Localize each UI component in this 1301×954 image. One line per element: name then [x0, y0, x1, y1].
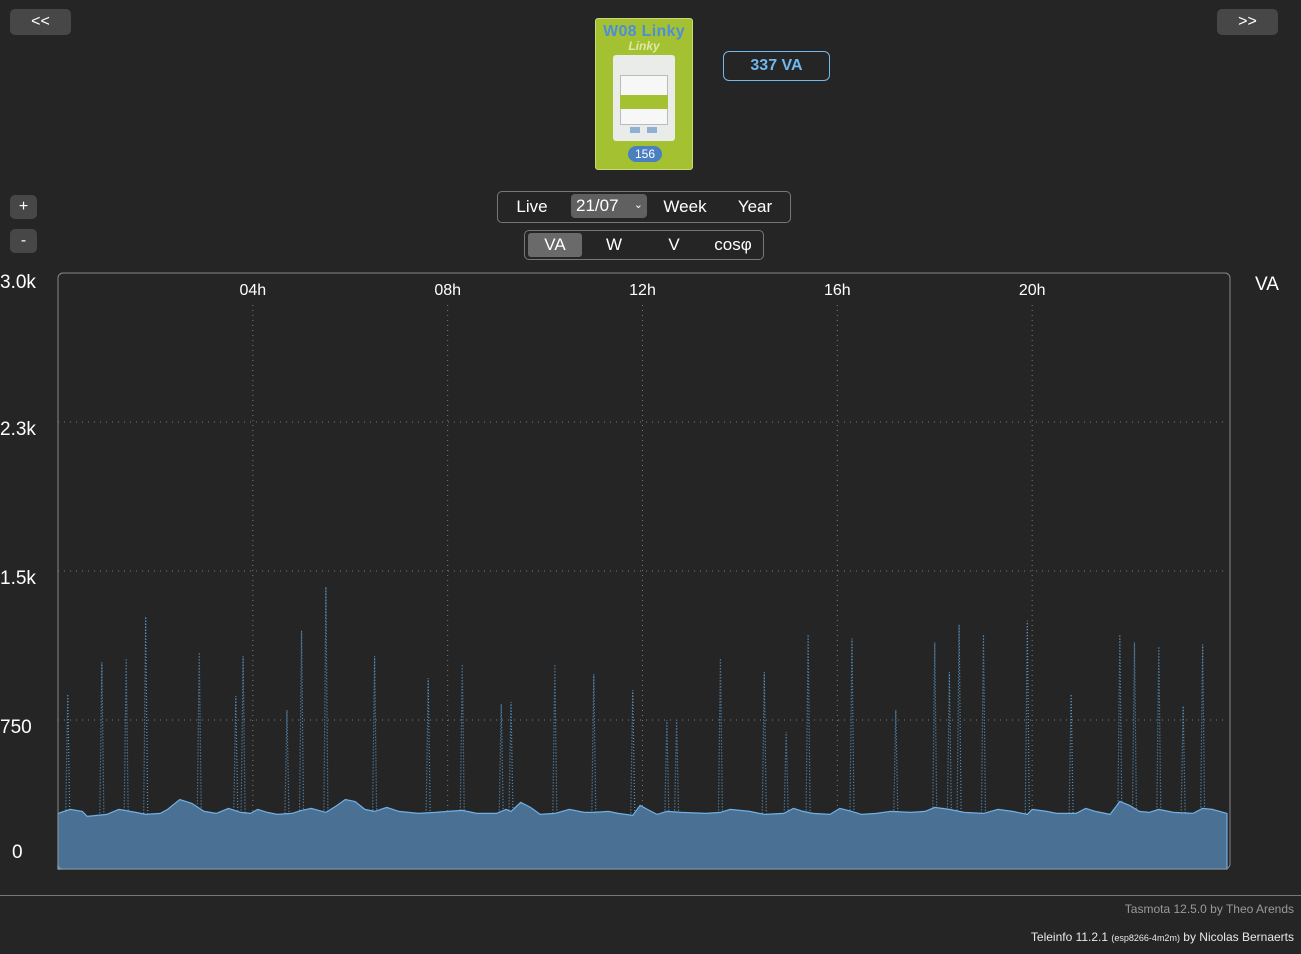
peak-spike — [372, 656, 378, 814]
tab-w[interactable]: W — [605, 235, 623, 254]
peak-spike — [673, 719, 680, 814]
x-tick-label: 16h — [824, 282, 851, 299]
previous-page-button[interactable]: << — [10, 9, 71, 35]
peak-spike — [323, 586, 329, 814]
meter-band — [620, 95, 668, 109]
footer-tasmota-credit: Tasmota 12.5.0 by Theo Arends — [1124, 902, 1294, 916]
peak-spike — [1180, 706, 1186, 814]
device-count-badge: 156 — [628, 146, 662, 162]
peak-spike — [123, 658, 129, 814]
device-title: W08 Linky — [603, 23, 685, 40]
date-select[interactable]: 21/07 ⌄ — [571, 194, 647, 218]
x-tick-label: 12h — [629, 282, 656, 299]
peak-spike — [630, 690, 636, 814]
peak-spike — [717, 658, 724, 814]
x-tick-label: 04h — [239, 282, 266, 299]
peak-spike — [783, 731, 789, 814]
peak-spike — [1156, 646, 1162, 814]
teleinfo-build: (esp8266-4m2m) — [1111, 933, 1180, 943]
date-select-value: 21/07 — [576, 196, 619, 215]
peak-spike — [1024, 620, 1030, 814]
chart-grid — [58, 305, 1227, 861]
peak-spike — [425, 678, 431, 814]
zoom-in-button[interactable]: + — [10, 195, 37, 219]
peak-spike — [591, 674, 597, 814]
y-tick-label: 750 — [0, 717, 32, 738]
x-tick-label: 20h — [1019, 282, 1046, 299]
peak-spike — [233, 696, 239, 814]
footer-teleinfo-credit: Teleinfo 11.2.1 (esp8266-4m2m) by Nicola… — [1031, 930, 1294, 944]
peak-spike — [1068, 694, 1074, 814]
peak-spike — [805, 634, 811, 814]
linky-meter-icon — [613, 55, 675, 141]
peak-spike — [284, 710, 290, 814]
meter-foot — [630, 127, 640, 133]
peak-spike — [508, 702, 514, 814]
va-area-series — [57, 798, 1228, 870]
peak-spike — [980, 634, 987, 814]
tab-live[interactable]: Live — [516, 197, 548, 216]
tab-year[interactable]: Year — [737, 197, 773, 216]
peak-spike — [946, 672, 952, 814]
chart-peaks — [65, 586, 1206, 814]
device-brand-logo: Linky — [628, 39, 660, 53]
chevron-down-icon: ⌄ — [633, 199, 643, 211]
peak-spike — [849, 638, 855, 814]
device-card[interactable]: W08 Linky Linky 156 — [595, 18, 693, 170]
y-tick-label: 0 — [12, 842, 23, 863]
current-power-value: 337 VA — [723, 51, 830, 81]
peak-spike — [932, 642, 938, 814]
period-selector: Live 21/07 ⌄ Week Year — [497, 191, 791, 223]
next-page-button[interactable]: >> — [1217, 9, 1278, 35]
peak-spike — [1117, 634, 1123, 814]
meter-foot — [647, 127, 657, 133]
y-tick-label: 1.5k — [0, 568, 36, 589]
y-axis-labels: 3.0k 2.3k 1.5k 750 0 — [0, 272, 36, 863]
peak-spike — [65, 694, 71, 814]
tab-week[interactable]: Week — [663, 197, 707, 216]
power-chart: 3.0k 2.3k 1.5k 750 0 04h 08h 12h 16h 20h VA — [0, 272, 1279, 870]
footer-divider — [0, 895, 1301, 896]
peak-spike — [1131, 642, 1138, 814]
peak-spike — [1200, 644, 1206, 814]
teleinfo-version: Teleinfo 11.2.1 — [1030, 930, 1109, 944]
tab-va[interactable]: VA — [528, 233, 582, 257]
unit-selector: VA W V cosφ — [524, 230, 764, 260]
chart-frame — [57, 272, 1231, 870]
peak-spike — [498, 704, 504, 814]
peak-spike — [761, 672, 767, 814]
y-tick-label: 2.3k — [0, 419, 36, 440]
peak-spike — [240, 656, 246, 814]
x-tick-label: 08h — [434, 282, 461, 299]
tab-cosphi[interactable]: cosφ — [714, 235, 752, 254]
y-axis-unit-label: VA — [1255, 274, 1279, 295]
peak-spike — [459, 664, 465, 814]
peak-spike — [956, 624, 962, 814]
peak-spike — [99, 662, 105, 814]
peak-spike — [552, 664, 558, 814]
tab-v[interactable]: V — [668, 235, 680, 254]
x-axis-labels: 04h 08h 12h 16h 20h — [239, 282, 1045, 299]
y-tick-label: 3.0k — [0, 272, 36, 293]
zoom-out-button[interactable]: - — [10, 229, 37, 253]
peak-spike — [298, 630, 305, 814]
peak-spike — [143, 616, 149, 814]
peak-spike — [664, 719, 670, 814]
peak-spike — [893, 710, 899, 814]
peak-spike — [196, 652, 202, 814]
teleinfo-author: by Nicolas Bernaerts — [1183, 930, 1294, 944]
